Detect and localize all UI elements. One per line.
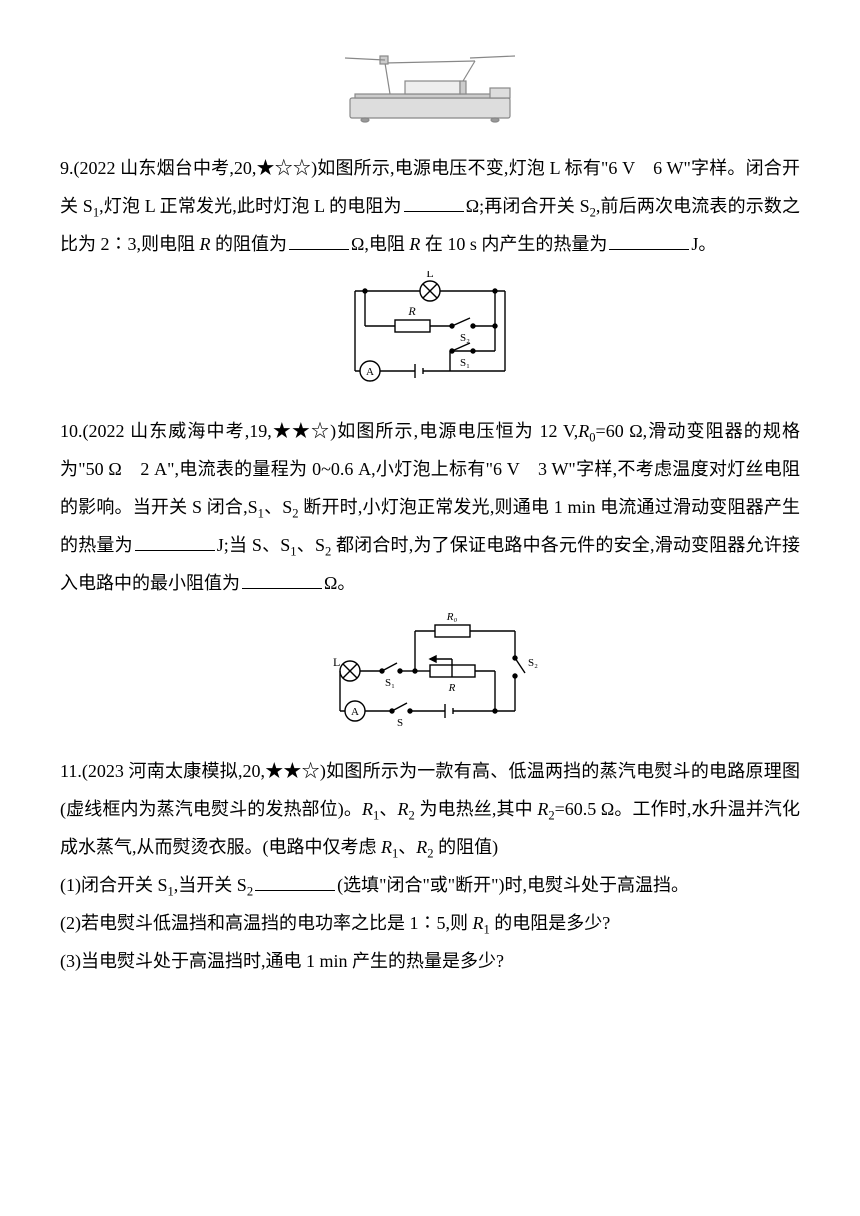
svg-text:R: R [448,682,456,694]
q10-unit2: Ω。 [324,573,355,593]
q11-R2b: R [537,799,548,819]
q11-R2: R [398,799,409,819]
q9-unit3: J。 [691,234,716,254]
svg-text:A: A [351,706,359,718]
svg-text:R: R [407,304,416,318]
svg-text:S₁: S₁ [460,357,470,369]
blank-q9-2 [289,231,349,250]
q11-1b: ,当开关 S [174,875,247,895]
figure-machine [60,48,800,142]
q11-2a: (2)若电熨斗低温挡和高温挡的电功率之比是 1∶5,则 [60,913,473,933]
figure-circuit-10: L S₁ R₀ S₂ R A S [60,611,800,745]
svg-text:A: A [366,366,374,378]
svg-text:S₂: S₂ [460,332,470,344]
blank-q10-1 [135,532,215,551]
svg-text:L: L [426,271,433,280]
q11-2b: 的电阻是多少? [490,913,611,933]
q11-sep: 、 [379,799,397,819]
question-11: 11.(2023 河南太康模拟,20,★★☆)如图所示为一款有高、低温两挡的蒸汽… [60,753,800,867]
q10-text-a: 10.(2022 山东威海中考,19,★★☆)如图所示,电源电压恒为 12 V, [60,421,578,441]
svg-text:L: L [333,655,340,669]
svg-text:S₁: S₁ [385,677,395,689]
q10-unit1: J;当 S、S [217,535,291,555]
question-11-1: (1)闭合开关 S1,当开关 S2(选填"闭合"或"断开")时,电熨斗处于高温挡… [60,867,800,905]
q11-R1: R [362,799,373,819]
q9-R: R [200,234,211,254]
blank-q9-3 [609,231,689,250]
q11-3: (3)当电熨斗处于高温挡时,通电 1 min 产生的热量是多少? [60,951,504,971]
q9-unit2: Ω,电阻 [351,234,409,254]
question-11-3: (3)当电熨斗处于高温挡时,通电 1 min 产生的热量是多少? [60,943,800,981]
q11-R1b: R [381,837,392,857]
q9-R2: R [409,234,420,254]
q9-unit1: Ω;再闭合开关 S [466,196,590,216]
q9-text-e: 在 10 s 内产生的热量为 [420,234,607,254]
q11-text-b: 为电热丝,其中 [415,799,538,819]
question-11-2: (2)若电熨斗低温挡和高温挡的电功率之比是 1∶5,则 R1 的电阻是多少? [60,905,800,943]
question-10: 10.(2022 山东威海中考,19,★★☆)如图所示,电源电压恒为 12 V,… [60,413,800,603]
svg-text:R₀: R₀ [446,611,458,623]
blank-q11-1 [255,872,335,891]
q11-1c: (选填"闭合"或"断开")时,电熨斗处于高温挡。 [337,875,689,895]
q11-sep2: 、 [398,837,416,857]
q11-1a: (1)闭合开关 S [60,875,168,895]
q11-R2c: R [416,837,427,857]
q11-2R: R [473,913,484,933]
q10-text-e: 、S [297,535,325,555]
figure-circuit-9: L R S₂ A S₁ [60,271,800,405]
q10-R0: R [578,421,589,441]
blank-q10-2 [242,570,322,589]
svg-text:S₂: S₂ [528,657,538,669]
q9-text-d: 的阻值为 [211,234,288,254]
q9-text-b: ,灯泡 L 正常发光,此时灯泡 L 的电阻为 [99,196,402,216]
blank-q9-1 [404,193,464,212]
svg-text:S: S [397,717,403,729]
q11-1s2: 2 [247,884,253,898]
q10-text-c: 、S [264,497,292,517]
q11-text-d: 的阻值) [434,837,499,857]
question-9: 9.(2022 山东烟台中考,20,★☆☆)如图所示,电源电压不变,灯泡 L 标… [60,150,800,264]
